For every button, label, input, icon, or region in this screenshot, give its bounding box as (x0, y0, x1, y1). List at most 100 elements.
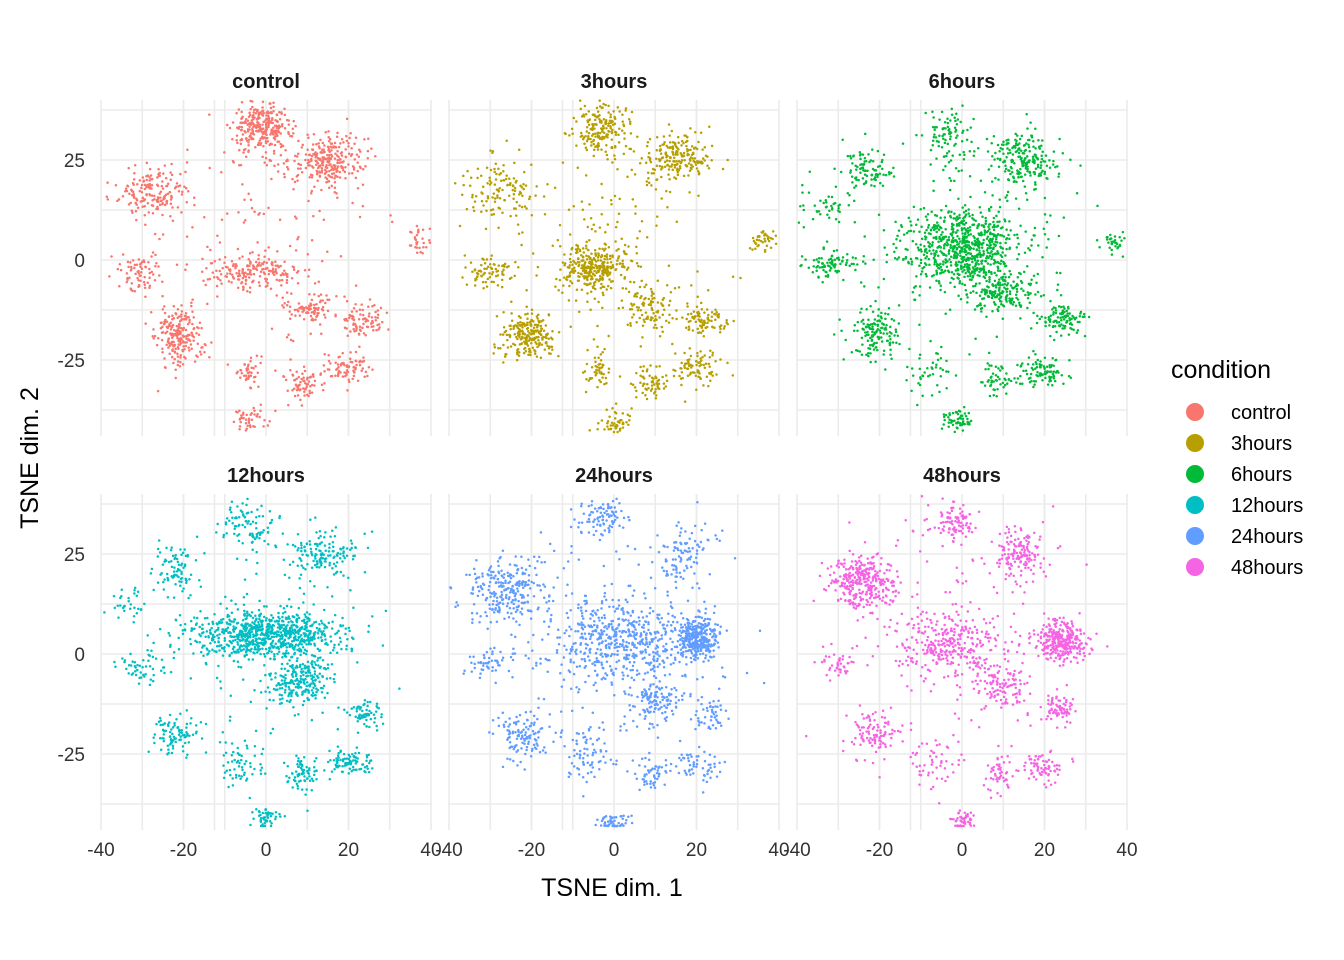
data-point (301, 387, 305, 390)
data-point (586, 292, 589, 295)
data-point (215, 284, 219, 288)
data-point (504, 353, 507, 356)
data-point (830, 195, 834, 199)
data-point (714, 318, 717, 322)
data-point (852, 262, 855, 266)
data-point (965, 253, 968, 256)
data-point (711, 351, 715, 354)
data-point (248, 111, 251, 114)
data-point (473, 284, 477, 287)
data-point (967, 208, 970, 211)
data-point (184, 344, 187, 348)
data-point (701, 356, 704, 359)
data-point (512, 177, 516, 180)
data-point (624, 109, 627, 112)
data-point (240, 101, 244, 104)
data-point (272, 130, 276, 133)
data-point (1001, 304, 1005, 307)
data-point (491, 149, 495, 153)
data-point (950, 233, 953, 236)
data-point (308, 391, 312, 395)
data-point (269, 120, 272, 123)
data-point (623, 137, 626, 140)
data-point (587, 131, 591, 135)
data-point (961, 104, 964, 107)
data-point (577, 275, 580, 278)
data-point (339, 161, 343, 164)
data-point (962, 157, 966, 161)
data-point (817, 261, 821, 264)
data-point (846, 154, 850, 158)
data-point (298, 388, 301, 392)
data-point (208, 356, 211, 359)
data-point (807, 266, 811, 269)
data-point (1019, 167, 1022, 171)
data-point (1020, 175, 1023, 179)
y-tick-label: 25 (64, 151, 85, 172)
data-point (629, 324, 632, 327)
data-point (525, 327, 529, 330)
data-point (955, 224, 959, 227)
data-point (251, 114, 255, 117)
data-point (502, 163, 505, 167)
data-point (368, 312, 371, 315)
data-point (970, 241, 974, 245)
data-point (340, 362, 344, 365)
data-point (285, 336, 289, 339)
data-point (156, 198, 160, 201)
data-point (252, 406, 255, 410)
data-point (982, 271, 986, 274)
data-point (508, 333, 511, 337)
data-point (891, 341, 895, 344)
data-point (991, 310, 994, 313)
data-point (1007, 142, 1010, 145)
data-point (906, 248, 909, 251)
data-point (519, 324, 522, 327)
data-point (602, 285, 606, 289)
data-point (259, 361, 262, 365)
data-point (317, 311, 320, 315)
data-point (250, 418, 254, 422)
data-point (264, 156, 268, 160)
data-point (489, 208, 493, 212)
data-point (118, 284, 121, 288)
data-point (206, 278, 210, 281)
data-point (352, 327, 355, 331)
data-point (705, 308, 709, 311)
data-point (310, 391, 314, 394)
data-point (182, 318, 186, 321)
data-point (121, 253, 125, 256)
data-point (669, 146, 672, 149)
data-point (462, 183, 465, 187)
data-point (881, 158, 884, 162)
data-point (944, 165, 947, 168)
data-point (953, 285, 956, 289)
data-point (306, 148, 309, 152)
data-point (1023, 173, 1027, 176)
data-point (249, 121, 252, 125)
data-point (953, 179, 956, 183)
data-point (376, 313, 380, 316)
data-point (327, 130, 330, 133)
data-point (300, 146, 304, 149)
data-point (687, 328, 690, 332)
data-point (270, 129, 273, 133)
data-point (562, 284, 565, 287)
data-point (1005, 228, 1008, 231)
data-point (591, 133, 595, 136)
data-point (679, 161, 683, 165)
data-point (589, 216, 593, 220)
data-point (994, 151, 997, 155)
data-point (943, 216, 947, 219)
data-point (705, 325, 709, 329)
data-point (604, 271, 608, 274)
data-point (968, 252, 971, 255)
data-point (631, 198, 635, 201)
data-point (191, 322, 194, 326)
data-point (958, 240, 962, 243)
data-point (286, 158, 289, 161)
data-point (602, 125, 605, 128)
data-point (985, 249, 989, 252)
data-point (854, 176, 858, 179)
data-point (975, 291, 978, 295)
